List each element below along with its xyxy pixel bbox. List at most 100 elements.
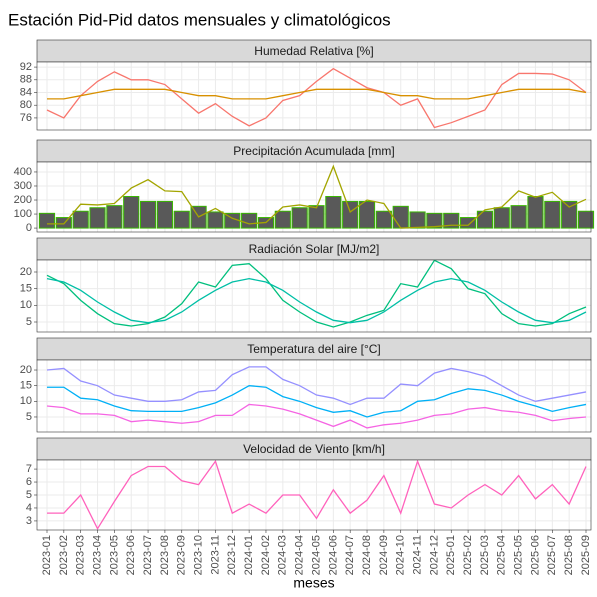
- bar: [409, 211, 426, 229]
- panel-border: [36, 359, 592, 433]
- bar: [139, 200, 157, 229]
- bar: [443, 212, 460, 229]
- bar: [358, 200, 376, 229]
- y-tick-label: 3: [26, 515, 32, 527]
- x-tick-label: 2025-09: [580, 535, 592, 575]
- x-axis-label: meses: [293, 575, 334, 591]
- x-tick-label: 2023-10: [193, 535, 205, 575]
- plot-area: [37, 360, 591, 432]
- x-tick-label: 2025-07: [546, 535, 558, 575]
- bar: [291, 207, 308, 229]
- strip-label: Precipitación Acumulada [mm]: [233, 144, 394, 158]
- x-tick-label: 2024-05: [310, 535, 322, 575]
- y-tick-label: 84: [20, 86, 32, 98]
- y-tick-label: 20: [20, 266, 32, 278]
- bar: [38, 212, 56, 229]
- strip-label: Temperatura del aire [°C]: [247, 342, 381, 356]
- y-tick-label: 400: [14, 166, 32, 178]
- x-tick-label: 2024-09: [378, 535, 390, 575]
- x-tick-label: 2024-11: [411, 535, 423, 575]
- bar: [274, 210, 291, 229]
- bar: [55, 217, 72, 229]
- y-tick-label: 20: [20, 364, 32, 376]
- panel-border: [36, 61, 592, 131]
- y-tick-label: 76: [20, 112, 32, 124]
- x-tick-label: 2024-06: [327, 535, 339, 575]
- x-tick-label: 2024-07: [344, 535, 356, 575]
- x-tick-label: 2025-01: [445, 535, 457, 575]
- bar: [89, 207, 106, 229]
- panel-border: [36, 459, 592, 531]
- y-tick-label: 92: [20, 61, 32, 73]
- x-tick-label: 2024-10: [395, 535, 407, 575]
- bar: [460, 217, 477, 229]
- y-tick-label: 5: [26, 489, 32, 501]
- line: [47, 459, 587, 531]
- y-tick-label: 0: [26, 222, 32, 234]
- y-tick-label: 200: [14, 194, 32, 206]
- line: [47, 88, 587, 100]
- bar: [207, 211, 224, 229]
- y-tick-label: 5: [26, 316, 32, 328]
- x-tick-label: 2023-03: [75, 535, 87, 575]
- line: [47, 385, 587, 418]
- y-tick-label: 80: [20, 99, 32, 111]
- strip-label: Radiación Solar [MJ/m2]: [249, 242, 380, 256]
- y-tick-label: 100: [14, 208, 32, 220]
- y-tick-label: 88: [20, 74, 32, 86]
- y-tick-label: 7: [26, 463, 32, 475]
- line: [47, 164, 587, 229]
- bar: [544, 200, 561, 229]
- x-tick-label: 2024-02: [260, 535, 272, 575]
- line: [46, 403, 587, 429]
- line: [46, 366, 587, 406]
- bar: [241, 212, 258, 229]
- x-tick-label: 2024-01: [243, 535, 255, 575]
- panel-border: [36, 161, 592, 233]
- strip-label: Humedad Relativa [%]: [254, 44, 373, 58]
- bar: [342, 200, 359, 229]
- bar: [106, 205, 123, 229]
- bar: [561, 200, 578, 229]
- x-tick-label: 2024-08: [361, 535, 373, 575]
- x-tick-label: 2024-12: [428, 535, 440, 575]
- bar: [325, 196, 342, 229]
- x-tick-label: 2025-02: [462, 535, 474, 575]
- y-tick-label: 10: [20, 395, 32, 407]
- x-tick-label: 2024-04: [294, 535, 306, 575]
- x-tick-label: 2023-09: [176, 535, 188, 575]
- y-tick-label: 15: [20, 283, 32, 295]
- x-tick-label: 2025-06: [529, 535, 541, 575]
- bar: [577, 210, 595, 229]
- x-tick-label: 2023-12: [226, 535, 238, 575]
- x-tick-label: 2023-01: [41, 535, 53, 575]
- y-tick-label: 300: [14, 180, 32, 192]
- x-tick-label: 2023-07: [142, 535, 154, 575]
- line: [46, 259, 587, 328]
- bar: [123, 196, 140, 229]
- bar: [493, 207, 510, 229]
- x-tick-label: 2023-02: [58, 535, 70, 575]
- y-tick-label: 10: [20, 299, 32, 311]
- bar: [510, 205, 527, 229]
- panel-border: [36, 259, 592, 333]
- x-tick-label: 2025-05: [513, 535, 525, 575]
- y-tick-label: 5: [26, 411, 32, 423]
- x-tick-label: 2025-08: [563, 535, 575, 575]
- y-tick-label: 15: [20, 380, 32, 392]
- bar: [173, 210, 190, 229]
- bar: [72, 210, 89, 229]
- bar: [308, 205, 325, 229]
- x-tick-label: 2023-05: [108, 535, 120, 575]
- x-tick-label: 2023-04: [91, 535, 103, 575]
- y-tick-label: 4: [26, 502, 32, 514]
- x-tick-label: 2023-11: [209, 535, 221, 575]
- x-tick-label: 2023-06: [125, 535, 137, 575]
- bar: [392, 205, 409, 229]
- bar: [476, 210, 494, 229]
- bar: [156, 200, 173, 229]
- y-tick-label: 6: [26, 476, 32, 488]
- x-tick-label: 2023-08: [159, 535, 171, 575]
- x-tick-label: 2025-04: [496, 535, 508, 575]
